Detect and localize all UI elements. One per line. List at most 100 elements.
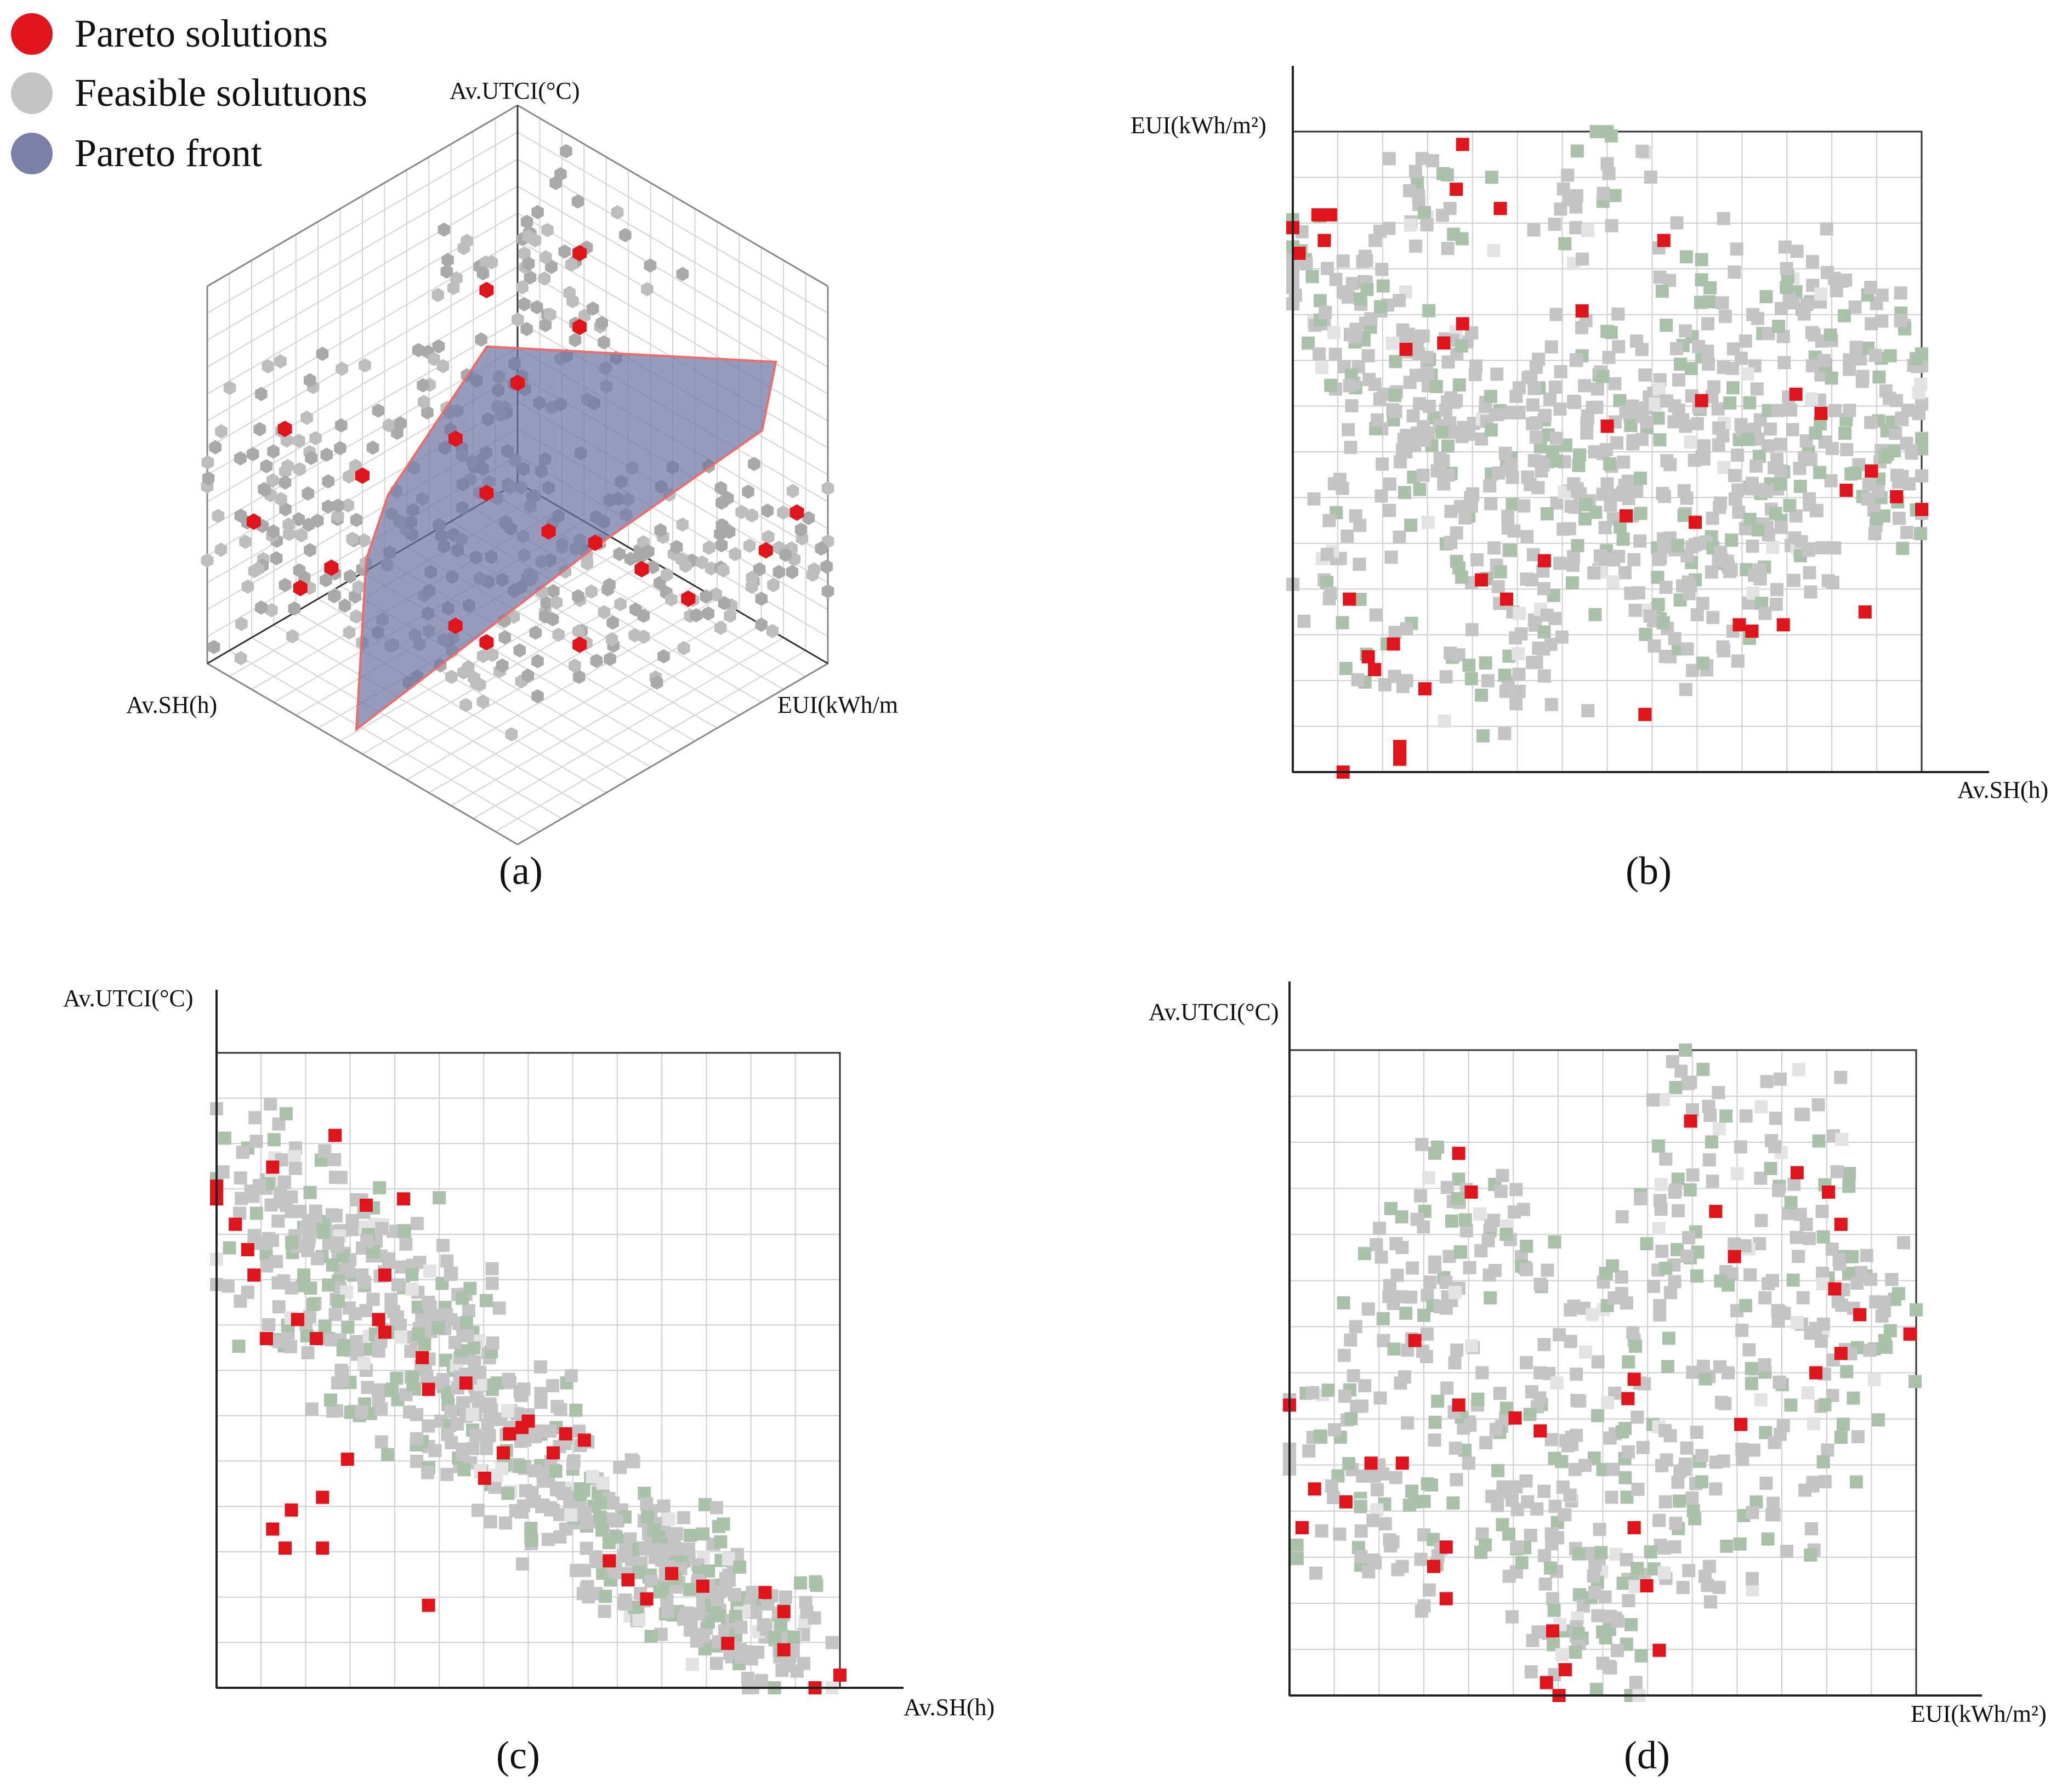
- b-feasible-point: [1889, 427, 1902, 440]
- b-feasible-point: [1508, 631, 1522, 645]
- c-feasible-point: [515, 1505, 529, 1519]
- panel-d-pareto-points: [1283, 1114, 1917, 1702]
- c-feasible-point: [466, 1442, 480, 1455]
- panel-a-border-line: [207, 104, 518, 287]
- panel-a-feasible-point: [445, 670, 458, 684]
- c-feasible-point: [566, 1457, 580, 1471]
- d-feasible-point: [1509, 1183, 1523, 1196]
- b-feasible-point: [1506, 497, 1519, 511]
- b-feasible-point: [1441, 468, 1455, 482]
- d-feasible-point: [1354, 1524, 1368, 1538]
- c-feasible-point: [593, 1511, 607, 1524]
- c-feasible-point: [662, 1512, 675, 1526]
- b-feasible-point: [1498, 446, 1512, 460]
- panel-a-grid-line: [207, 266, 518, 449]
- d-feasible-point: [1668, 1275, 1682, 1289]
- c-feasible-point: [285, 1281, 298, 1295]
- b-feasible-point: [1753, 572, 1767, 586]
- b-feasible-point: [1336, 254, 1350, 268]
- panel-a-pareto-point: [510, 375, 525, 392]
- d-feasible-point: [1885, 1273, 1899, 1286]
- b-feasible-point: [1672, 404, 1685, 417]
- d-feasible-point: [1786, 1273, 1800, 1287]
- b-pareto-point: [1600, 419, 1614, 433]
- c-feasible-point: [234, 1171, 247, 1185]
- panel-a-feasible-point: [729, 547, 742, 562]
- b-pareto-point: [1858, 605, 1872, 619]
- c-feasible-point: [794, 1576, 808, 1590]
- c-feasible-point: [248, 1111, 262, 1125]
- c-feasible-point: [384, 1383, 397, 1397]
- d-feasible-point: [1344, 1333, 1357, 1347]
- panel-a-feasible-point: [352, 580, 365, 594]
- c-feasible-point: [534, 1396, 548, 1409]
- d-feasible-point: [1417, 1599, 1431, 1613]
- b-feasible-point: [1596, 487, 1610, 501]
- d-pareto-point: [1339, 1495, 1353, 1509]
- b-feasible-point: [1759, 290, 1773, 304]
- b-feasible-point: [1393, 294, 1406, 308]
- b-pareto-point: [1437, 336, 1451, 350]
- panel-a-feasible-point: [546, 612, 559, 627]
- panel-a-feasible-point: [709, 587, 722, 602]
- panel-a-pareto-point: [634, 561, 649, 577]
- b-feasible-point: [1438, 714, 1451, 728]
- c-feasible-point: [685, 1658, 699, 1671]
- d-feasible-point: [1799, 1218, 1813, 1232]
- d-feasible-point: [1593, 1523, 1606, 1536]
- b-feasible-point: [1839, 273, 1853, 287]
- panel-a-feasible-point: [524, 270, 537, 285]
- panel-a-feasible-point: [539, 250, 552, 265]
- panel-a-feasible-point: [541, 223, 554, 237]
- panel-a-feasible-point: [342, 498, 355, 513]
- b-feasible-point: [1671, 538, 1685, 552]
- b-feasible-point: [1353, 519, 1367, 532]
- d-feasible-point: [1739, 1109, 1753, 1123]
- b-feasible-point: [1697, 439, 1711, 453]
- d-feasible-point: [1821, 1443, 1834, 1457]
- d-pareto-point: [1853, 1308, 1867, 1322]
- b-feasible-point: [1349, 327, 1362, 341]
- b-feasible-point: [1821, 574, 1835, 588]
- panel-a-feasible-point: [702, 541, 715, 555]
- c-feasible-point: [236, 1145, 249, 1159]
- d-feasible-point: [1370, 1238, 1383, 1251]
- d-feasible-point: [1618, 1471, 1632, 1484]
- c-feasible-point: [406, 1377, 420, 1391]
- c-feasible-point: [304, 1281, 317, 1295]
- d-pareto-point: [1728, 1250, 1741, 1263]
- b-feasible-point: [1643, 609, 1657, 623]
- b-feasible-point: [1892, 512, 1906, 525]
- c-pareto-point: [359, 1198, 373, 1212]
- c-feasible-point: [471, 1504, 485, 1517]
- d-feasible-point: [1362, 1565, 1376, 1579]
- b-feasible-point: [1771, 404, 1785, 417]
- d-feasible-point: [1309, 1566, 1323, 1580]
- d-feasible-point: [1474, 1545, 1488, 1559]
- c-pareto-point: [777, 1643, 791, 1657]
- b-feasible-point: [1394, 455, 1407, 469]
- d-feasible-point: [1543, 1561, 1557, 1575]
- c-feasible-point: [632, 1613, 646, 1626]
- panel-a-pareto-point: [572, 245, 587, 262]
- b-feasible-point: [1576, 252, 1589, 266]
- b-feasible-point: [1374, 489, 1388, 503]
- d-feasible-point: [1767, 1508, 1781, 1522]
- b-feasible-point: [1824, 474, 1838, 487]
- b-feasible-point: [1436, 454, 1450, 468]
- c-feasible-point: [482, 1429, 496, 1443]
- b-feasible-point: [1388, 389, 1402, 402]
- b-feasible-point: [1520, 572, 1533, 586]
- b-feasible-point: [1679, 419, 1692, 433]
- panel-a-feasible-point: [457, 241, 470, 256]
- d-feasible-point: [1373, 1222, 1387, 1235]
- c-feasible-point: [499, 1516, 513, 1530]
- c-feasible-point: [543, 1424, 557, 1438]
- b-feasible-point: [1484, 497, 1498, 511]
- d-feasible-point: [1742, 1343, 1756, 1357]
- d-pareto-point: [1684, 1114, 1697, 1128]
- c-feasible-point: [569, 1403, 583, 1417]
- c-pareto-point: [603, 1554, 616, 1568]
- d-feasible-point: [1867, 1373, 1881, 1386]
- panel-a-feasible-point: [255, 387, 268, 401]
